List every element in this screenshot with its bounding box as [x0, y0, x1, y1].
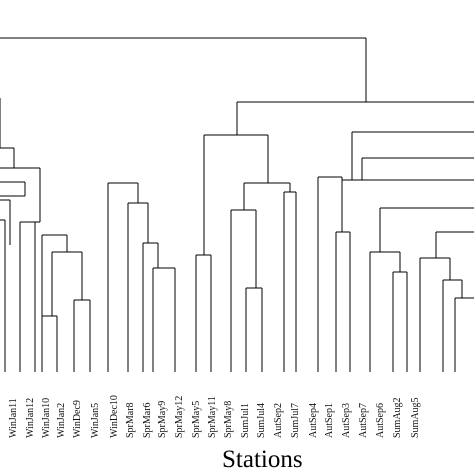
leaf-label: SprMay5 [191, 401, 202, 438]
leaf-label: WinJan10 [41, 398, 52, 438]
leaf-label: SumJul1 [240, 403, 251, 438]
leaf-label: SprMay11 [207, 396, 218, 438]
leaf-label: SprMay12 [174, 396, 185, 438]
leaf-label: SumJul4 [256, 403, 267, 438]
leaf-label: AutSep3 [341, 403, 352, 438]
leaf-label: SprMar8 [125, 402, 136, 438]
leaf-label: WinJan12 [25, 398, 36, 438]
leaf-label: SumAug5 [410, 397, 421, 438]
dendrogram-links [0, 37, 474, 372]
leaf-label: SumAug2 [392, 397, 403, 438]
leaf-labels: WinJan11 WinJan12 WinJan10 WinJan2 WinDec9 Wi… [8, 395, 421, 438]
x-axis-title: Stations [222, 446, 303, 473]
leaf-label: WinJan5 [90, 403, 101, 438]
leaf-label: WinDec10 [109, 395, 120, 438]
leaf-label: AutSep6 [375, 403, 386, 438]
leaf-label: SprMay8 [223, 401, 234, 438]
leaf-label: AutSep2 [273, 403, 284, 438]
leaf-label: SprMay9 [157, 401, 168, 438]
leaf-label: WinJan2 [56, 403, 67, 438]
leaf-label: SprMar6 [142, 402, 153, 438]
leaf-label: WinDec9 [72, 400, 83, 438]
leaf-label: AutSep1 [324, 403, 335, 438]
leaf-label: AutSep7 [358, 403, 369, 438]
leaf-label: WinJan11 [8, 398, 19, 438]
leaf-label: SumJul7 [290, 403, 301, 438]
leaf-label: AutSep4 [308, 403, 319, 438]
